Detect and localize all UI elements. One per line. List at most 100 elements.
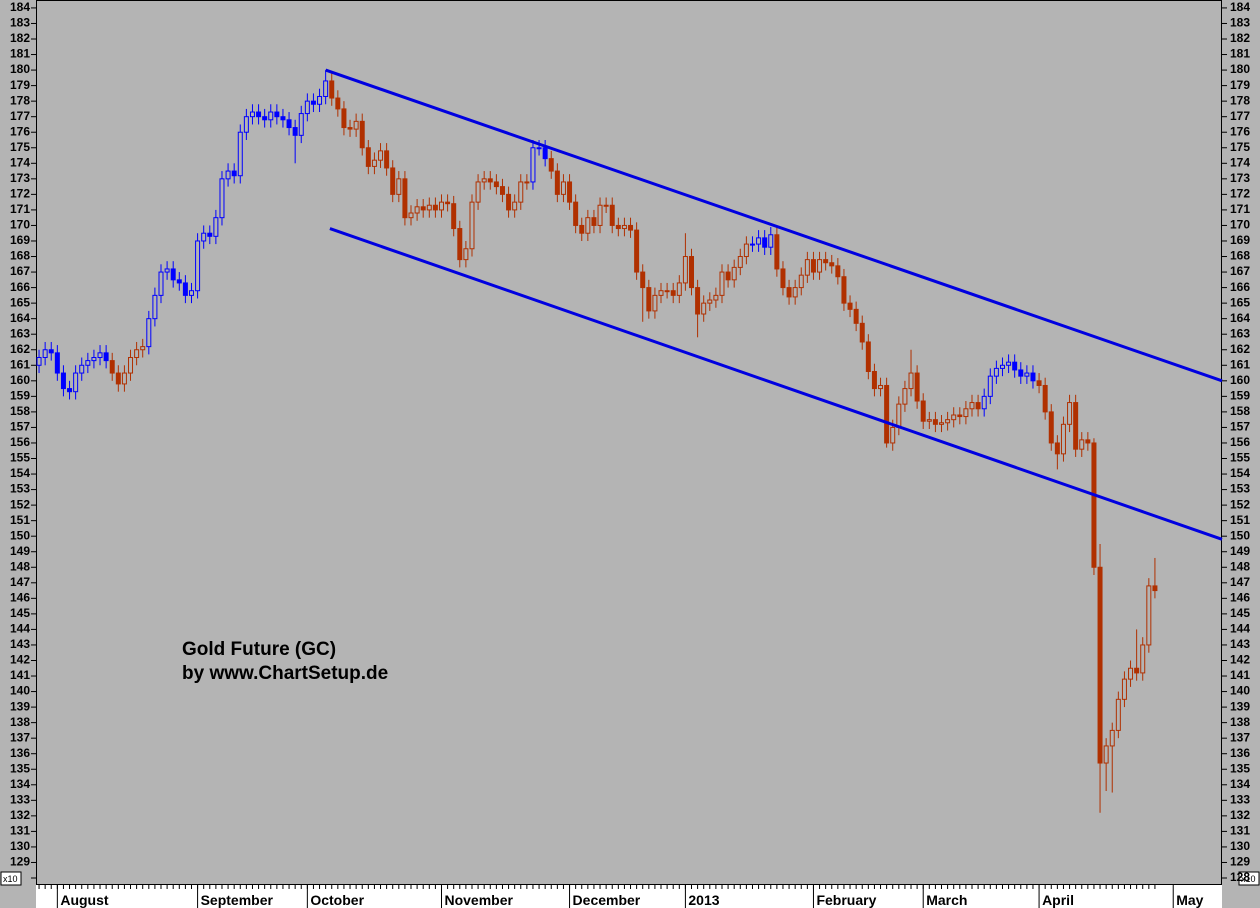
y-tick-label: 139 <box>1230 699 1250 713</box>
y-tick-label: 163 <box>10 326 30 340</box>
candle-body <box>371 159 377 167</box>
x-tick-label: October <box>310 892 364 908</box>
candle-body <box>451 203 457 230</box>
y-tick-label: 157 <box>1230 420 1250 434</box>
candle-body <box>469 201 475 250</box>
candle-body <box>201 232 207 242</box>
candle-body <box>670 290 676 296</box>
y-tick-label: 182 <box>1230 31 1250 45</box>
y-tick-label: 174 <box>10 155 30 169</box>
candle-body <box>579 224 585 234</box>
y-tick-label: 141 <box>1230 668 1250 682</box>
y-tick-label: 181 <box>10 47 30 61</box>
candle-body <box>878 384 884 390</box>
candle-body <box>414 206 420 214</box>
y-tick-label: 135 <box>1230 761 1250 775</box>
candle-body <box>847 302 853 310</box>
x-tick-label: 2013 <box>688 892 719 908</box>
candle-body <box>756 237 762 245</box>
y-tick-label: 174 <box>1230 155 1250 169</box>
y-tick-label: 157 <box>10 420 30 434</box>
x-tick-label: May <box>1176 892 1203 908</box>
candle-body <box>628 224 634 231</box>
candle-body <box>780 268 786 289</box>
candle-body <box>286 119 292 129</box>
candle-body <box>1024 372 1030 377</box>
candle-body <box>317 95 323 105</box>
y-tick-label: 131 <box>1230 824 1250 838</box>
candle-body <box>676 282 682 296</box>
candle-body <box>103 352 109 362</box>
candle-body <box>567 181 573 203</box>
candle-body <box>256 111 262 118</box>
candle-body <box>182 282 188 296</box>
y-tick-label: 146 <box>1230 591 1250 605</box>
y-tick-label: 129 <box>10 855 30 869</box>
y-tick-label: 170 <box>10 218 30 232</box>
y-tick-label: 136 <box>10 746 30 760</box>
y-tick-label: 153 <box>10 482 30 496</box>
y-tick-label: 150 <box>10 528 30 542</box>
candle-body <box>890 426 896 444</box>
candle-body <box>701 302 707 315</box>
candle-body <box>243 116 249 133</box>
y-tick-label: 146 <box>10 591 30 605</box>
candle-body <box>792 287 798 298</box>
candle-body <box>914 372 920 402</box>
candle-body <box>128 357 134 374</box>
candle-body <box>109 360 115 374</box>
candle-body <box>689 256 695 289</box>
y-tick-label: 156 <box>1230 435 1250 449</box>
candle-body <box>1048 411 1054 444</box>
x-tick-label: March <box>926 892 967 908</box>
candle-body <box>682 256 688 284</box>
candle-body <box>329 80 335 99</box>
x-tick-label: November <box>444 892 513 908</box>
candle-body <box>396 178 402 195</box>
candle-body <box>841 276 847 304</box>
candle-body <box>798 274 804 289</box>
candle-body <box>542 147 548 160</box>
candle-body <box>1128 667 1134 680</box>
candle-body <box>164 268 170 273</box>
candle-body <box>719 271 725 296</box>
y-tick-label: 168 <box>1230 249 1250 263</box>
candle-body <box>1140 644 1146 674</box>
candle-body <box>1060 423 1066 455</box>
x-tick-label: August <box>60 892 109 908</box>
y-tick-label: 160 <box>10 373 30 387</box>
candle-body <box>713 294 719 301</box>
y-tick-label: 151 <box>1230 513 1250 527</box>
candle-body <box>640 271 646 289</box>
plot-frame <box>36 0 1222 885</box>
y-tick-label: 148 <box>10 559 30 573</box>
candle-body <box>231 170 237 177</box>
candle-body <box>695 287 701 315</box>
candle-body <box>323 80 329 97</box>
candle-body <box>512 201 518 211</box>
multiplier-box <box>0 871 22 886</box>
candle-body <box>438 201 444 211</box>
candle-body <box>42 349 48 359</box>
y-tick-label: 130 <box>10 839 30 853</box>
candle-body <box>774 234 780 270</box>
candle-body <box>67 388 73 393</box>
y-tick-label: 156 <box>10 435 30 449</box>
y-tick-label: 170 <box>1230 218 1250 232</box>
y-tick-label: 176 <box>10 124 30 138</box>
candle-body <box>506 193 512 211</box>
y-tick-label: 154 <box>1230 466 1250 480</box>
y-tick-label: 132 <box>1230 808 1250 822</box>
x-axis-strip <box>36 885 1222 908</box>
candle-body <box>981 395 987 410</box>
y-tick-label: 176 <box>1230 124 1250 138</box>
candle-body <box>1006 361 1012 366</box>
candle-body <box>268 111 274 121</box>
y-tick-label: 145 <box>1230 606 1250 620</box>
y-tick-label: 138 <box>1230 715 1250 729</box>
candle-body <box>926 419 932 422</box>
candle-body <box>115 372 121 385</box>
candle-body <box>810 259 816 273</box>
y-tick-label: 178 <box>10 93 30 107</box>
